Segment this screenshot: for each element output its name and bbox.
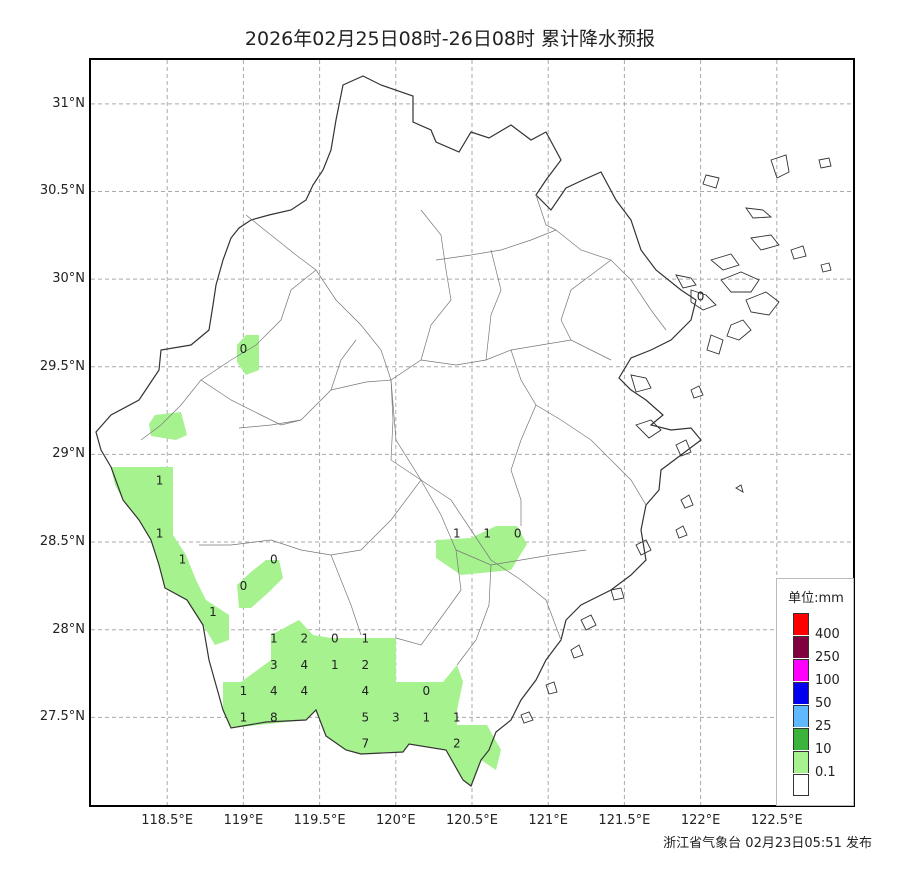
- legend-label: 25: [815, 719, 832, 734]
- precip-area-southwest-strip: [111, 467, 229, 645]
- lon-tick-label: 118.5°E: [141, 813, 194, 828]
- precip-value-label: 1: [361, 631, 369, 645]
- legend-label: 400: [815, 627, 840, 642]
- precip-value-label: 2: [361, 658, 369, 672]
- precip-area-west-small: [149, 412, 187, 440]
- precip-value-labels: 0 1 1 1 1 0 0 1 1 0 1 2 0 1 3 4 1 2 1 4 4 4 0 1 8 5 3 1 1 7 2 0: [156, 290, 705, 751]
- lon-tick-label: 119.5°E: [293, 813, 346, 828]
- map-title: 2026年02月25日08时-26日08时 累计降水预报: [244, 28, 656, 50]
- precip-area-west-blob: [237, 560, 283, 608]
- precip-area-south-main: [223, 620, 501, 786]
- precip-value-label: 0: [270, 553, 278, 567]
- lat-tick-label: 30°N: [52, 271, 85, 287]
- lat-tick-label: 29.5°N: [39, 358, 85, 374]
- legend-label: 50: [815, 696, 832, 711]
- legend-swatch: [793, 613, 809, 635]
- grid-lines: [91, 60, 853, 805]
- precip-value-label: 8: [270, 710, 278, 724]
- legend-swatch: [793, 774, 809, 796]
- issuer-footer: 浙江省气象台 02月23日05:51 发布: [663, 836, 872, 851]
- legend-swatch: [793, 636, 809, 658]
- precip-value-label: 1: [179, 553, 187, 567]
- precip-value-label: 0: [331, 631, 339, 645]
- precip-value-label: 1: [453, 710, 461, 724]
- precip-value-label: 0: [697, 290, 705, 304]
- lat-tick-label: 30.5°N: [39, 183, 85, 199]
- precip-value-label: 1: [156, 474, 164, 488]
- precip-value-label: 1: [240, 684, 248, 698]
- precip-value-label: 4: [301, 684, 309, 698]
- internal-borders: [140, 194, 667, 666]
- precip-value-label: 1: [422, 710, 430, 724]
- precip-value-label: 4: [361, 684, 369, 698]
- precip-value-label: 3: [392, 710, 400, 724]
- legend-swatch: [793, 705, 809, 727]
- precip-value-label: 0: [240, 579, 248, 593]
- legend-title: 单位:mm: [788, 591, 844, 606]
- precip-value-label: 1: [453, 526, 461, 540]
- precip-value-label: 1: [331, 658, 339, 672]
- lon-tick-label: 119°E: [223, 813, 264, 828]
- legend-swatch: [793, 751, 809, 773]
- zhejiang-outline: [95, 75, 702, 787]
- lat-tick-label: 28°N: [52, 621, 85, 637]
- precip-area-northwest: [237, 335, 259, 375]
- precip-value-label: 4: [301, 658, 309, 672]
- lat-tick-label: 29°N: [52, 446, 85, 462]
- lat-tick-label: 27.5°N: [39, 709, 85, 725]
- precip-value-label: 1: [483, 526, 491, 540]
- islands: [520, 154, 832, 724]
- precip-areas: [111, 335, 527, 786]
- legend: 单位:mm 400 250 100 50 25 10 0.1: [776, 578, 854, 806]
- legend-label: 0.1: [815, 765, 836, 780]
- legend-swatch: [793, 659, 809, 681]
- precip-value-label: 2: [453, 737, 461, 751]
- precip-value-label: 1: [156, 526, 164, 540]
- lon-tick-label: 120°E: [376, 813, 416, 828]
- lon-tick-label: 121°E: [528, 813, 568, 828]
- lon-tick-label: 122.5°E: [750, 813, 803, 828]
- precip-value-label: 1: [209, 605, 217, 619]
- precip-value-label: 2: [301, 631, 309, 645]
- lat-tick-label: 28.5°N: [39, 534, 85, 550]
- precip-value-label: 1: [240, 710, 248, 724]
- precip-value-label: 0: [240, 342, 248, 356]
- precip-value-label: 0: [514, 526, 522, 540]
- legend-label: 100: [815, 673, 840, 688]
- lon-tick-label: 120.5°E: [446, 813, 498, 828]
- precip-value-label: 1: [270, 631, 278, 645]
- lon-tick-label: 122°E: [680, 813, 721, 828]
- precip-value-label: 3: [270, 658, 278, 672]
- legend-label: 250: [815, 650, 840, 665]
- precip-value-label: 0: [422, 684, 430, 698]
- precip-value-label: 5: [361, 710, 369, 724]
- legend-swatch: [793, 728, 809, 750]
- lon-tick-label: 121.5°E: [598, 813, 651, 828]
- legend-swatch: [793, 682, 809, 704]
- precip-value-label: 4: [270, 684, 278, 698]
- precip-value-label: 7: [361, 737, 369, 751]
- lat-tick-label: 31°N: [52, 95, 85, 111]
- legend-label: 10: [815, 742, 832, 757]
